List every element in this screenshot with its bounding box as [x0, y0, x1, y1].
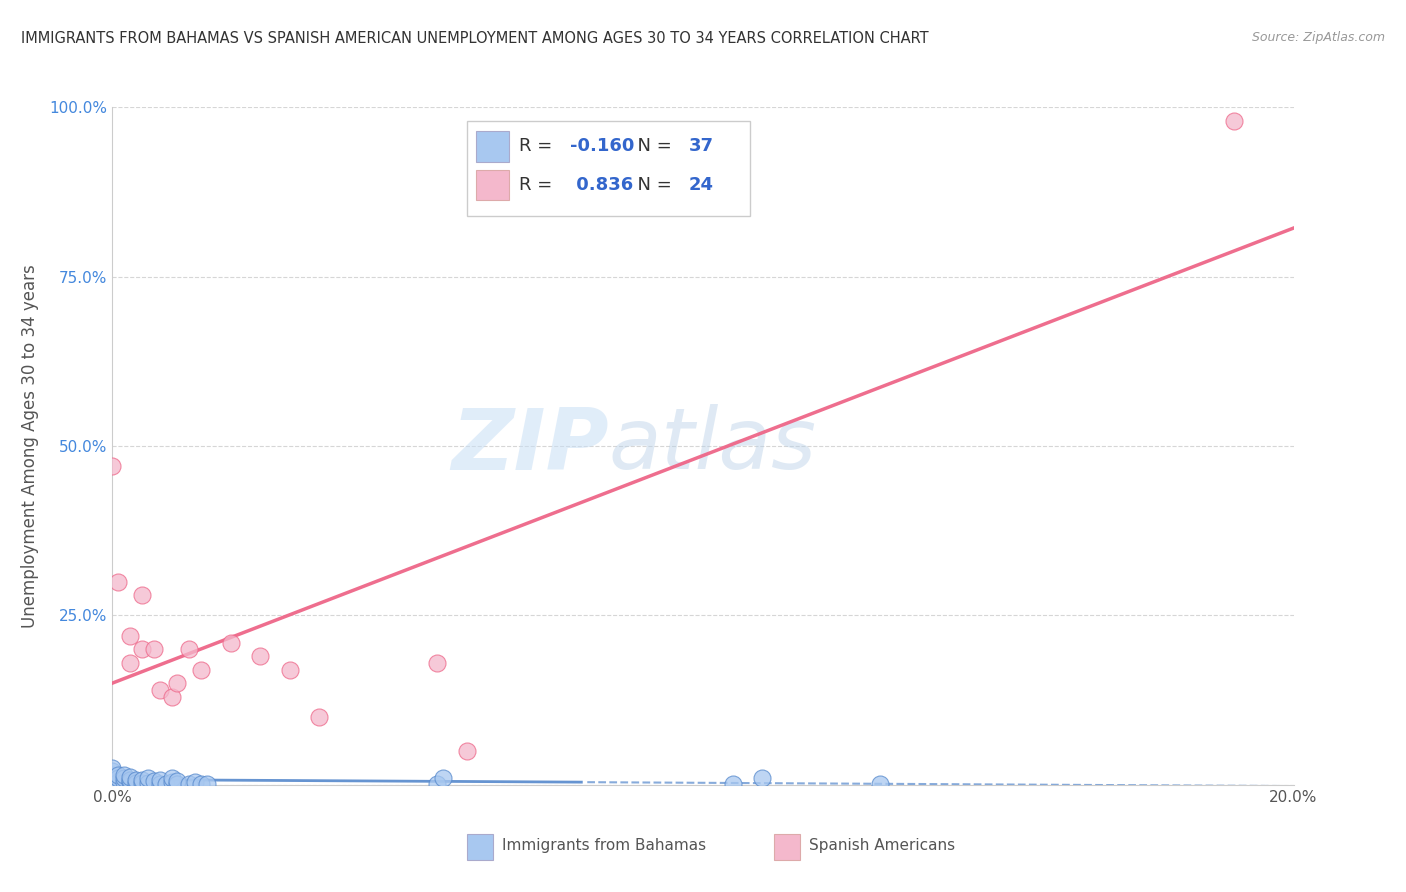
Point: [149, 776, 172, 790]
Point: [432, 771, 454, 785]
Point: [166, 776, 188, 790]
Point: [751, 771, 773, 785]
Text: Source: ZipAtlas.com: Source: ZipAtlas.com: [1251, 31, 1385, 45]
Point: [160, 771, 183, 785]
Point: [184, 774, 207, 789]
Y-axis label: Unemployment Among Ages 30 to 34 years: Unemployment Among Ages 30 to 34 years: [21, 264, 38, 628]
Text: -0.160: -0.160: [569, 137, 634, 155]
Point: [1223, 113, 1246, 128]
Point: [120, 772, 142, 787]
Point: [160, 690, 183, 704]
Point: [131, 588, 153, 602]
Text: 24: 24: [689, 176, 714, 194]
Point: [101, 768, 124, 782]
Point: [112, 774, 135, 789]
Point: [107, 768, 129, 782]
Point: [107, 771, 129, 785]
Point: [101, 771, 124, 785]
Point: [195, 777, 218, 791]
Point: [136, 776, 159, 790]
Point: [101, 774, 124, 789]
Point: [125, 776, 148, 790]
Point: [166, 676, 188, 690]
Point: [149, 773, 172, 788]
Point: [101, 761, 124, 775]
Point: [120, 629, 142, 643]
Text: R =: R =: [519, 137, 558, 155]
Point: [142, 642, 165, 657]
Bar: [477, 169, 509, 200]
Point: [249, 649, 271, 664]
Point: [120, 774, 142, 789]
Point: [120, 656, 142, 670]
Point: [308, 710, 330, 724]
Text: R =: R =: [519, 176, 558, 194]
Point: [179, 777, 201, 791]
Point: [456, 744, 478, 758]
Text: Immigrants from Bahamas: Immigrants from Bahamas: [502, 838, 706, 854]
Point: [155, 776, 177, 790]
Point: [131, 773, 153, 788]
Point: [149, 683, 172, 698]
Point: [869, 777, 891, 791]
Point: [426, 777, 449, 791]
FancyBboxPatch shape: [467, 120, 751, 216]
Text: atlas: atlas: [609, 404, 817, 488]
Text: N =: N =: [626, 137, 678, 155]
Point: [166, 773, 188, 788]
Text: 37: 37: [689, 137, 714, 155]
Point: [136, 771, 159, 785]
Point: [112, 768, 135, 782]
Point: [112, 771, 135, 785]
Point: [107, 574, 129, 589]
Point: [125, 772, 148, 787]
Point: [179, 642, 201, 657]
Text: N =: N =: [626, 176, 678, 194]
Point: [131, 776, 153, 790]
Text: ZIP: ZIP: [451, 404, 609, 488]
Point: [101, 764, 124, 779]
Point: [426, 656, 449, 670]
Point: [107, 774, 129, 789]
Point: [131, 642, 153, 657]
Point: [120, 770, 142, 784]
Bar: [477, 131, 509, 161]
Point: [190, 777, 212, 791]
Text: 0.836: 0.836: [569, 176, 633, 194]
Text: IMMIGRANTS FROM BAHAMAS VS SPANISH AMERICAN UNEMPLOYMENT AMONG AGES 30 TO 34 YEA: IMMIGRANTS FROM BAHAMAS VS SPANISH AMERI…: [21, 31, 929, 46]
Bar: [467, 834, 492, 860]
Point: [219, 635, 242, 649]
Point: [101, 459, 124, 474]
Point: [160, 774, 183, 789]
Text: Spanish Americans: Spanish Americans: [810, 838, 956, 854]
Point: [721, 777, 744, 791]
Point: [142, 773, 165, 788]
Bar: [773, 834, 800, 860]
Point: [278, 663, 301, 677]
Point: [190, 663, 212, 677]
